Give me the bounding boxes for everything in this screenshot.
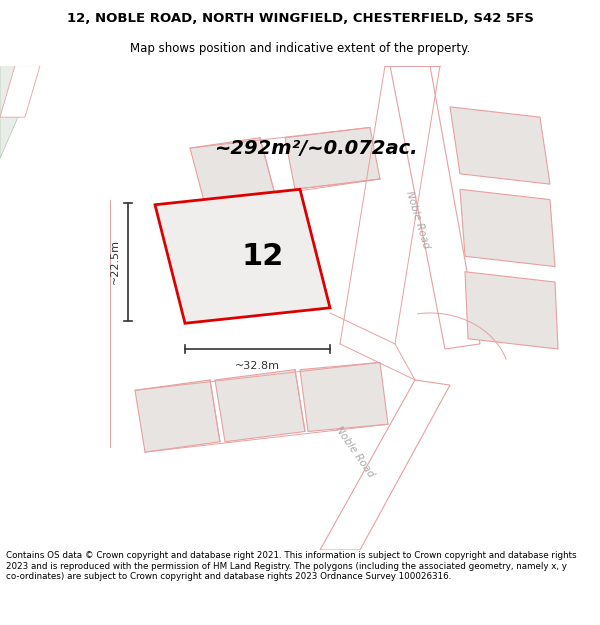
Polygon shape [0,66,40,117]
Text: Noble Road: Noble Road [404,190,431,250]
Text: ~32.8m: ~32.8m [235,361,280,371]
Polygon shape [450,107,550,184]
Text: Contains OS data © Crown copyright and database right 2021. This information is : Contains OS data © Crown copyright and d… [6,551,577,581]
Polygon shape [390,66,480,349]
Text: Noble Road: Noble Road [334,425,376,479]
Text: 12: 12 [241,242,284,271]
Polygon shape [135,380,220,452]
Polygon shape [320,380,450,550]
Text: 12, NOBLE ROAD, NORTH WINGFIELD, CHESTERFIELD, S42 5FS: 12, NOBLE ROAD, NORTH WINGFIELD, CHESTER… [67,12,533,25]
Text: Map shows position and indicative extent of the property.: Map shows position and indicative extent… [130,42,470,55]
Polygon shape [155,189,330,323]
Polygon shape [0,66,18,158]
Polygon shape [190,138,275,205]
Polygon shape [215,369,305,442]
Polygon shape [460,189,555,267]
Polygon shape [300,362,388,431]
Polygon shape [285,127,380,189]
Text: ~292m²/~0.072ac.: ~292m²/~0.072ac. [215,139,419,158]
Polygon shape [465,272,558,349]
Text: ~22.5m: ~22.5m [110,239,120,284]
